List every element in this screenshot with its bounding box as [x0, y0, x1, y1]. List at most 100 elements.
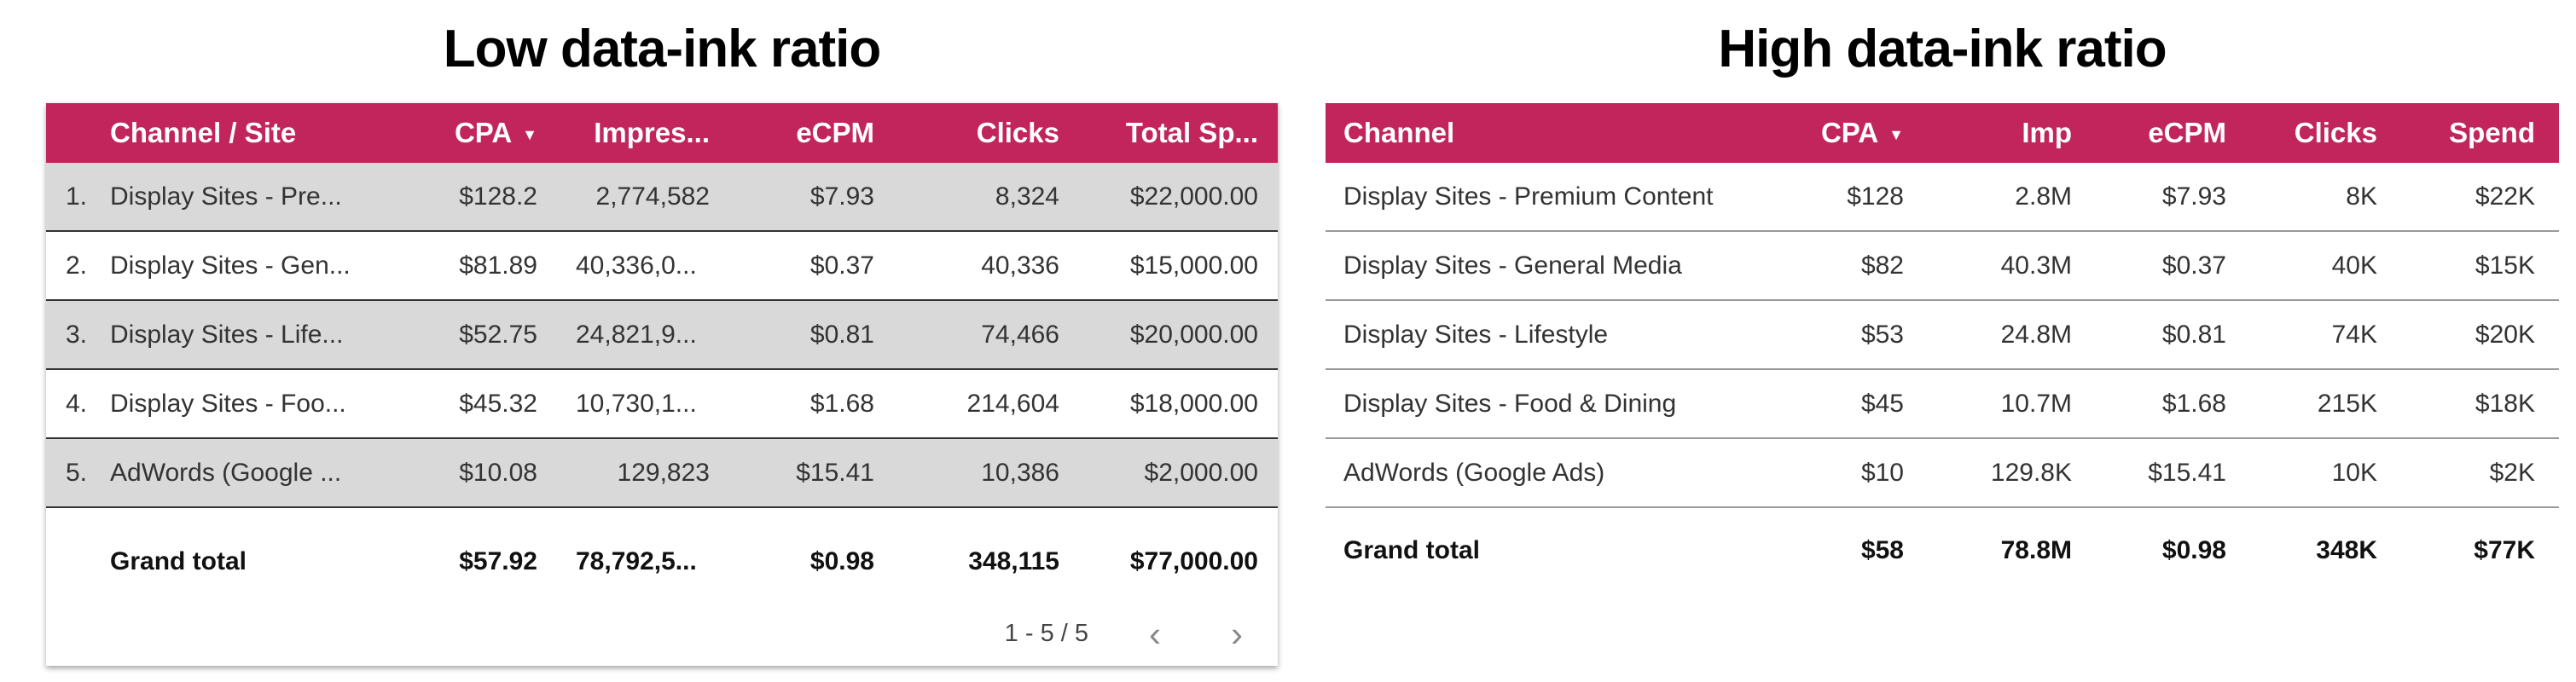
cell-spend: $2K [2489, 458, 2535, 487]
cell-ecpm: $7.93 [2161, 182, 2226, 211]
table-row: Display Sites - General Media $82 40.3M $0.… [1326, 232, 2559, 301]
cell-imp: 2.8M [2015, 182, 2072, 211]
sort-descending-icon: ▼ [522, 125, 537, 143]
cell-ecpm: $1.68 [809, 389, 874, 418]
cell-spend: $22K [2474, 182, 2535, 211]
cell-channel: Display Sites - Gen... [110, 251, 351, 280]
cell-channel: AdWords (Google ... [110, 458, 342, 487]
total-spend: $77,000.00 [1129, 546, 1258, 575]
row-number: 4. [66, 389, 88, 418]
sort-descending-icon: ▼ [1888, 125, 1904, 143]
row-number: 3. [66, 320, 88, 349]
cell-clicks: 215K [2317, 389, 2377, 418]
cell-channel: Display Sites - Life... [110, 320, 344, 349]
header-clicks[interactable]: Clicks [2294, 117, 2377, 148]
cell-cpa: $10 [1860, 458, 1904, 487]
cell-impressions: 2,774,582 [595, 182, 710, 211]
cell-cpa: $81.89 [459, 251, 537, 280]
table-header: Channel / Site CPA ▼ Impres... eCPM Click… [46, 103, 1278, 163]
cell-impressions: 129,823 [617, 458, 710, 487]
cell-clicks: 8K [2346, 182, 2377, 211]
header-cpa[interactable]: CPA ▼ [1820, 117, 1904, 148]
table-header: Channel CPA ▼ Imp eCPM Clicks Spend [1326, 103, 2559, 163]
table-row: Display Sites - Premium Content $128 2.8M $… [1326, 163, 2559, 232]
cell-cpa: $45.32 [459, 389, 537, 418]
cell-cpa: $10.08 [459, 458, 537, 487]
cell-clicks: 40,336 [981, 251, 1059, 280]
row-number: 2. [66, 251, 88, 280]
chevron-left-icon[interactable]: ‹ [1149, 613, 1161, 654]
table-row: Display Sites - Lifestyle $53 24.8M $0.81 74… [1326, 301, 2559, 370]
cell-spend: $2,000.00 [1144, 458, 1258, 487]
cell-spend: $20K [2474, 320, 2535, 349]
table-row: AdWords (Google Ads) $10 129.8K $15.41 10K $2… [1326, 439, 2559, 508]
cell-cpa: $52.75 [459, 320, 537, 349]
header-ecpm[interactable]: eCPM [2148, 117, 2226, 148]
header-clicks[interactable]: Clicks [976, 117, 1059, 148]
cell-cpa: $53 [1860, 320, 1904, 349]
cell-ecpm: $1.68 [2161, 389, 2226, 418]
cell-clicks: 74K [2331, 320, 2377, 349]
header-impressions[interactable]: Impres... [594, 117, 710, 148]
total-clicks: 348,115 [968, 546, 1059, 575]
header-ecpm[interactable]: eCPM [796, 117, 874, 148]
grand-total-row: Grand total $58 78.8M $0.98 348K $77K [1326, 508, 2559, 593]
header-spend[interactable]: Spend [2449, 117, 2535, 148]
header-channel[interactable]: Channel [1343, 117, 1455, 148]
grand-total-row: Grand total $57.92 78,792,5... $0.98 348… [46, 508, 1278, 615]
cell-imp: 24.8M [2000, 320, 2072, 349]
header-cpa[interactable]: CPA ▼ [454, 117, 537, 148]
cell-clicks: 10,386 [981, 458, 1059, 487]
cell-clicks: 214,604 [966, 389, 1059, 418]
cell-ecpm: $15.41 [2148, 458, 2226, 487]
header-channel[interactable]: Channel / Site [110, 117, 297, 148]
cell-channel: Display Sites - Premium Content [1343, 182, 1714, 211]
cell-ecpm: $0.81 [809, 320, 874, 349]
cell-impressions: 40,336,0... [576, 251, 697, 280]
cell-clicks: 74,466 [981, 320, 1059, 349]
cell-spend: $18,000.00 [1129, 389, 1258, 418]
pagination: 1 - 5 / 5 ‹ › [1005, 602, 1278, 666]
cell-ecpm: $0.37 [809, 251, 874, 280]
high-title: High data-ink ratio [1718, 20, 2167, 78]
cell-ecpm: $0.81 [2161, 320, 2226, 349]
cell-channel: Display Sites - Pre... [110, 182, 342, 211]
total-impressions: 78,792,5... [576, 546, 697, 575]
cell-cpa: $45 [1860, 389, 1904, 418]
cell-channel: Display Sites - Food & Dining [1343, 389, 1677, 418]
total-label: Grand total [110, 546, 247, 575]
table-row: 1. Display Sites - Pre... $128.2 2,774,582 $… [46, 163, 1278, 232]
cell-ecpm: $7.93 [809, 182, 874, 211]
table-row: 5. AdWords (Google ... $10.08 129,823 $15.41… [46, 439, 1278, 508]
cell-cpa: $128.2 [459, 182, 537, 211]
cell-imp: 129.8K [1990, 458, 2072, 487]
cell-spend: $20,000.00 [1129, 320, 1258, 349]
table-row: Display Sites - Food & Dining $45 10.7M $1.… [1326, 370, 2559, 439]
cell-impressions: 24,821,9... [576, 320, 697, 349]
row-number: 5. [66, 458, 88, 487]
cell-spend: $15,000.00 [1129, 251, 1258, 280]
cell-imp: 40.3M [2000, 251, 2072, 280]
table-row: 3. Display Sites - Life... $52.75 24,821,9.… [46, 301, 1278, 370]
header-imp[interactable]: Imp [2022, 117, 2072, 148]
total-cpa: $57.92 [459, 546, 537, 575]
low-title: Low data-ink ratio [443, 20, 881, 78]
total-ecpm: $0.98 [2161, 536, 2226, 564]
cell-spend: $15K [2474, 251, 2535, 280]
high-data-ink-table: Channel CPA ▼ Imp eCPM Clicks Spend Displ… [1326, 103, 2559, 593]
total-cpa: $58 [1860, 536, 1904, 564]
total-label: Grand total [1343, 536, 1481, 564]
cell-ecpm: $0.37 [2161, 251, 2226, 280]
row-number: 1. [66, 182, 88, 211]
cell-cpa: $82 [1860, 251, 1904, 280]
cell-imp: 10.7M [2000, 389, 2072, 418]
cell-ecpm: $15.41 [796, 458, 874, 487]
page-range: 1 - 5 / 5 [1004, 620, 1088, 647]
total-imp: 78.8M [2000, 536, 2072, 564]
cell-cpa: $128 [1847, 182, 1904, 211]
header-spend[interactable]: Total Sp... [1125, 117, 1258, 148]
low-data-ink-table: Channel / Site CPA ▼ Impres... eCPM Click… [46, 103, 1278, 666]
cell-channel: Display Sites - Lifestyle [1343, 320, 1609, 349]
total-clicks: 348K [2316, 536, 2377, 564]
chevron-right-icon[interactable]: › [1231, 613, 1243, 654]
